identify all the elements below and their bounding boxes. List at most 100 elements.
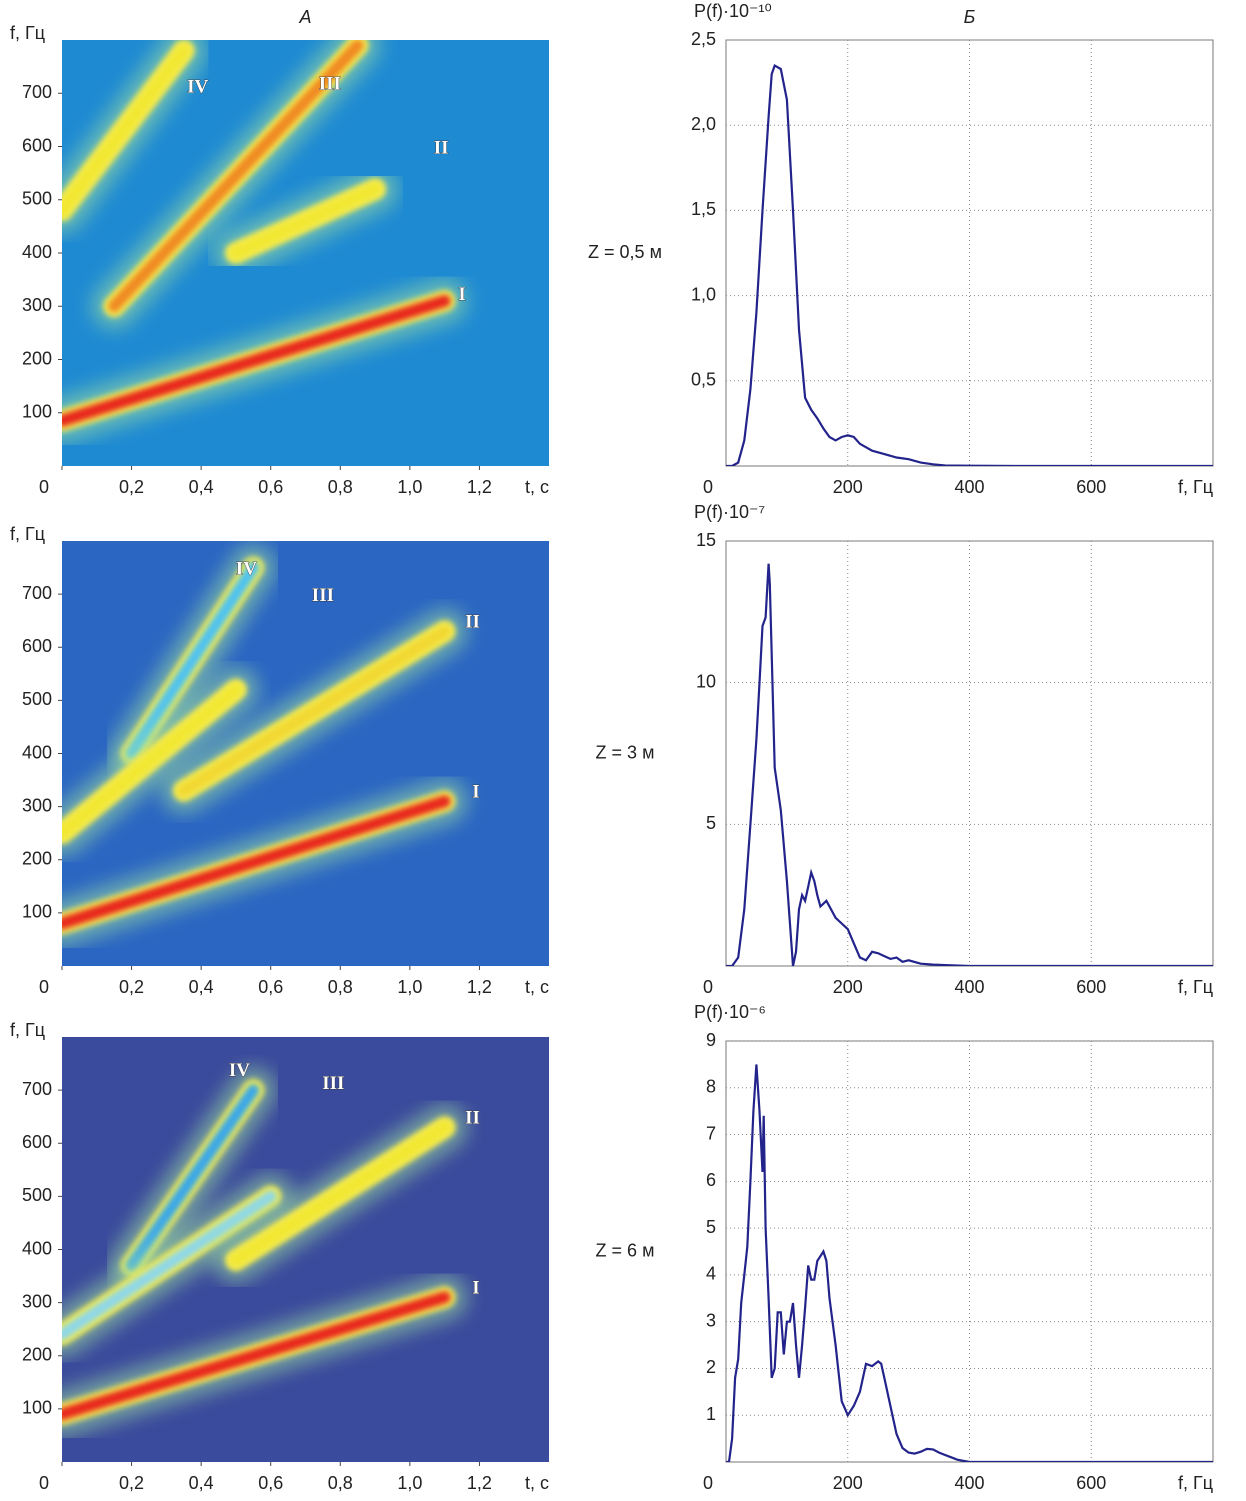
ridge-label: II xyxy=(434,138,449,159)
y-tick-label: 200 xyxy=(22,1345,52,1365)
y-tick-label: 300 xyxy=(22,795,52,815)
x-tick-label: 0 xyxy=(703,977,713,997)
y-tick-label: 1,5 xyxy=(691,199,716,219)
ridge-label: IV xyxy=(187,76,208,97)
y-tick-label: 2,0 xyxy=(691,114,716,134)
y-tick-label: 5 xyxy=(706,813,716,833)
y-tick-label: 100 xyxy=(22,902,52,922)
spectrogram xyxy=(62,40,549,466)
ridge xyxy=(108,40,364,313)
x-tick-label: 0 xyxy=(703,1473,713,1493)
x-tick-label: 0 xyxy=(703,477,713,497)
x-tick-label: 0,8 xyxy=(328,977,353,997)
y-tick-label: 7 xyxy=(706,1123,716,1143)
ridge-label: I xyxy=(472,782,479,803)
x-tick-label: 600 xyxy=(1076,1473,1106,1493)
ridge-label: IV xyxy=(236,559,257,580)
y-tick-label: 600 xyxy=(22,135,52,155)
x-tick-label: 200 xyxy=(833,977,863,997)
y-axis-label: P(f)·10⁻⁷ xyxy=(694,502,765,522)
y-tick-label: 500 xyxy=(22,689,52,709)
y-tick-label: 4 xyxy=(706,1264,716,1284)
y-tick-label: 700 xyxy=(22,82,52,102)
x-tick-label: 1,0 xyxy=(397,1473,422,1493)
x-tick-label: 400 xyxy=(954,977,984,997)
x-tick-label: 600 xyxy=(1076,977,1106,997)
y-axis-label: P(f)·10⁻¹⁰ xyxy=(694,1,772,21)
x-tick-label: 200 xyxy=(833,477,863,497)
y-tick-label: 100 xyxy=(22,402,52,422)
y-tick-label: 500 xyxy=(22,189,52,209)
y-tick-label: 1,0 xyxy=(691,284,716,304)
x-tick-label: 400 xyxy=(954,1473,984,1493)
y-tick-label: 400 xyxy=(22,242,52,262)
x-tick-label: 0,4 xyxy=(189,477,214,497)
ridge xyxy=(229,1121,451,1267)
y-axis-label: f, Гц xyxy=(10,1020,45,1040)
x-tick-label: 0 xyxy=(39,1473,49,1493)
ridge xyxy=(62,683,242,840)
x-tick-label: 0,6 xyxy=(258,477,283,497)
y-tick-label: 10 xyxy=(696,671,716,691)
y-tick-label: 8 xyxy=(706,1077,716,1097)
y-tick-label: 15 xyxy=(696,530,716,550)
y-tick-label: 600 xyxy=(22,636,52,656)
x-axis-label: t, с xyxy=(525,1473,549,1493)
y-tick-label: 700 xyxy=(22,583,52,603)
ridge xyxy=(62,44,190,217)
x-axis-label: t, с xyxy=(525,477,549,497)
x-tick-label: 1,0 xyxy=(397,477,422,497)
spectrogram xyxy=(62,1037,549,1462)
x-tick-label: 0,6 xyxy=(258,977,283,997)
ridge-label: II xyxy=(465,1108,480,1129)
ridge-label: III xyxy=(322,1073,344,1094)
y-tick-label: 500 xyxy=(22,1185,52,1205)
x-tick-label: 0,4 xyxy=(189,977,214,997)
y-tick-label: 200 xyxy=(22,348,52,368)
x-tick-label: 0,8 xyxy=(328,1473,353,1493)
x-tick-label: 0,6 xyxy=(258,1473,283,1493)
y-tick-label: 5 xyxy=(706,1217,716,1237)
ridge xyxy=(177,625,451,797)
y-tick-label: 1 xyxy=(706,1404,716,1424)
x-tick-label: 400 xyxy=(954,477,984,497)
y-tick-label: 0,5 xyxy=(691,370,716,390)
y-tick-label: 400 xyxy=(22,742,52,762)
y-tick-label: 2 xyxy=(706,1357,716,1377)
depth-label: Z = 0,5 м xyxy=(588,242,662,262)
y-tick-label: 600 xyxy=(22,1132,52,1152)
ridge-label: III xyxy=(312,585,334,606)
y-tick-label: 100 xyxy=(22,1398,52,1418)
y-tick-label: 9 xyxy=(706,1030,716,1050)
x-axis-label: f, Гц xyxy=(1178,477,1213,497)
x-tick-label: 1,2 xyxy=(467,1473,492,1493)
depth-label: Z = 3 м xyxy=(596,742,655,762)
y-tick-label: 300 xyxy=(22,295,52,315)
x-axis-label: f, Гц xyxy=(1178,977,1213,997)
y-tick-label: 700 xyxy=(22,1079,52,1099)
ridge-label: IV xyxy=(229,1060,250,1081)
ridge xyxy=(62,1190,277,1341)
ridge xyxy=(125,1084,260,1272)
y-tick-label: 6 xyxy=(706,1170,716,1190)
y-tick-label: 2,5 xyxy=(691,29,716,49)
ridge xyxy=(229,183,382,259)
depth-label: Z = 6 м xyxy=(596,1240,655,1260)
ridge-label: I xyxy=(472,1278,479,1299)
x-axis-label: f, Гц xyxy=(1178,1473,1213,1493)
x-tick-label: 200 xyxy=(833,1473,863,1493)
ridge xyxy=(125,561,260,760)
spectrum-line xyxy=(726,64,1213,466)
y-tick-label: 3 xyxy=(706,1310,716,1330)
ridge xyxy=(62,1291,451,1421)
x-tick-label: 1,2 xyxy=(467,477,492,497)
spectrum-line xyxy=(726,1064,1213,1462)
x-tick-label: 0 xyxy=(39,477,49,497)
panel-title: А xyxy=(298,7,311,27)
x-tick-label: 1,2 xyxy=(467,977,492,997)
ridge xyxy=(62,294,451,427)
spectrum-line xyxy=(726,563,1213,966)
x-tick-label: 600 xyxy=(1076,477,1106,497)
y-tick-label: 200 xyxy=(22,849,52,869)
